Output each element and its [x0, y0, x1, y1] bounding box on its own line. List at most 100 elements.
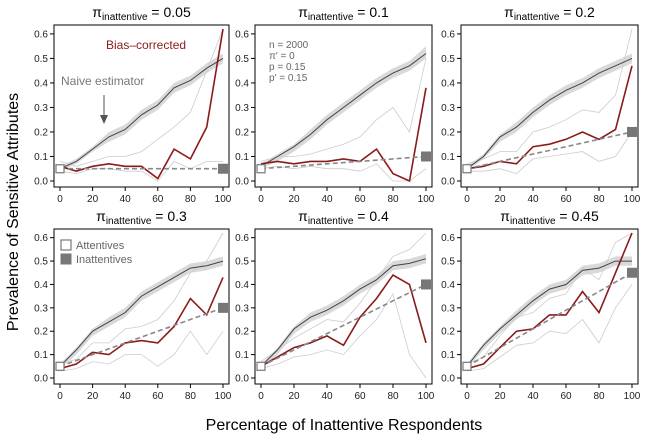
x-tick-label: 20	[288, 391, 300, 402]
x-tick-label: 100	[215, 194, 232, 205]
x-tick-label: 80	[593, 391, 605, 402]
title-symbol: π	[504, 4, 514, 20]
naive-estimator-label: Naive estimator	[61, 74, 144, 88]
y-tick-label: 0.0	[235, 177, 249, 188]
confidence-band	[467, 53, 632, 172]
y-tick-label: 0.1	[235, 350, 249, 361]
panel-title: πinattentive = 0.45	[500, 208, 599, 227]
x-tick-label: 0	[464, 194, 470, 205]
y-tick-label: 0.5	[235, 54, 249, 65]
panel-frame	[460, 228, 639, 385]
x-tick-label: 60	[354, 391, 366, 402]
y-tick-label: 0.6	[34, 29, 48, 40]
x-tick-label: 20	[494, 391, 506, 402]
title-symbol: π	[298, 4, 308, 20]
y-tick-label: 0.1	[34, 152, 48, 163]
x-tick-label: 0	[464, 391, 470, 402]
title-value: = 0.3	[151, 208, 187, 224]
y-tick-label: 0.5	[441, 257, 455, 268]
param-label: p = 0.15	[269, 62, 306, 73]
truth-dashed-line	[466, 131, 633, 170]
x-tick-label: 80	[387, 391, 399, 402]
y-tick-label: 0.2	[34, 327, 48, 338]
title-symbol: π	[500, 208, 510, 224]
naive-estimator-line	[59, 260, 224, 367]
x-tick-label: 80	[593, 194, 605, 205]
param-label: p′ = 0.15	[269, 73, 308, 84]
x-tick-label: 80	[185, 391, 197, 402]
title-subscript: inattentive	[308, 12, 354, 23]
title-symbol: π	[96, 208, 106, 224]
x-tick-label: 20	[87, 391, 99, 402]
truth-dashed-line	[59, 307, 224, 368]
corrected-upper-bound	[59, 232, 224, 365]
title-value: = 0.45	[556, 208, 599, 224]
title-value: = 0.05	[148, 4, 191, 20]
attentive-marker	[55, 361, 65, 371]
x-tick-label: 80	[387, 194, 399, 205]
corrected-upper-bound	[260, 58, 427, 162]
y-tick-label: 0.3	[235, 103, 249, 114]
y-tick-label: 0.4	[34, 78, 48, 89]
y-tick-label: 0.4	[441, 280, 455, 291]
corrected-upper-bound	[466, 232, 633, 365]
panel-title: πinattentive = 0.4	[298, 208, 389, 227]
x-axis-label: Percentage of Inattentive Respondents	[206, 417, 483, 434]
naive-arrow-head	[100, 115, 108, 124]
truth-dashed-line	[260, 283, 427, 368]
title-value: = 0.1	[353, 4, 389, 20]
y-tick-label: 0.3	[441, 103, 455, 114]
x-tick-label: 0	[258, 391, 264, 402]
y-tick-label: 0.4	[235, 78, 249, 89]
plot-area	[466, 232, 633, 372]
y-tick-label: 0.6	[441, 233, 455, 244]
x-tick-label: 20	[494, 194, 506, 205]
corrected-lower-bound	[467, 131, 633, 175]
title-symbol: π	[92, 4, 102, 20]
y-tick-label: 0.0	[235, 374, 249, 385]
legend-attentive-swatch	[60, 239, 72, 251]
y-axis-label: Prevalence of Sensitive Attributes	[5, 93, 22, 331]
naive-estimator-line	[466, 57, 633, 170]
y-tick-label: 0.3	[441, 303, 455, 314]
y-tick-label: 0.2	[441, 327, 455, 338]
y-tick-label: 0.0	[34, 374, 48, 385]
x-tick-label: 40	[527, 391, 539, 402]
x-tick-label: 100	[418, 391, 435, 402]
y-tick-label: 0.5	[34, 54, 48, 65]
inattentive-marker	[421, 151, 431, 162]
naive-estimator-line	[260, 258, 427, 367]
x-tick-label: 0	[57, 391, 63, 402]
confidence-band	[261, 254, 426, 369]
y-tick-label: 0.4	[235, 280, 249, 291]
y-tick-label: 0.1	[34, 350, 48, 361]
bias-corrected-line	[466, 65, 633, 170]
panel-5: πinattentive = 0.4 0.0 0.1 0.2 0.3 0.4 0.5 0.6 0…	[235, 208, 435, 402]
title-subscript: inattentive	[514, 12, 560, 23]
panel-4: πinattentive = 0.3 0.0 0.1 0.2 0.3 0.4 0.5 0.6 0…	[34, 208, 232, 402]
inattentive-marker	[218, 163, 228, 174]
panel-frame	[53, 24, 230, 188]
title-subscript: inattentive	[102, 12, 148, 23]
panel-frame	[460, 24, 639, 188]
attentive-marker	[462, 164, 472, 174]
x-tick-label: 40	[321, 391, 333, 402]
confidence-band	[60, 256, 223, 369]
plot-area	[260, 232, 427, 379]
y-tick-label: 0.4	[34, 280, 48, 291]
bias-corrected-line	[260, 87, 427, 183]
y-tick-label: 0.2	[235, 327, 249, 338]
x-tick-label: 0	[57, 194, 63, 205]
x-tick-label: 40	[527, 194, 539, 205]
confidence-band	[60, 53, 223, 172]
panel-frame	[53, 228, 230, 385]
x-tick-label: 40	[321, 194, 333, 205]
inattentive-marker	[218, 302, 228, 313]
panel-2: πinattentive = 0.1 0.0 0.1 0.2 0.3 0.4 0.5 0.6 0…	[235, 4, 435, 205]
bias-corrected-label: Bias–corrected	[106, 38, 186, 52]
corrected-lower-bound	[260, 292, 427, 379]
bias-corrected-line	[466, 232, 633, 370]
corrected-upper-bound	[260, 232, 427, 362]
panel-frame	[254, 24, 433, 188]
